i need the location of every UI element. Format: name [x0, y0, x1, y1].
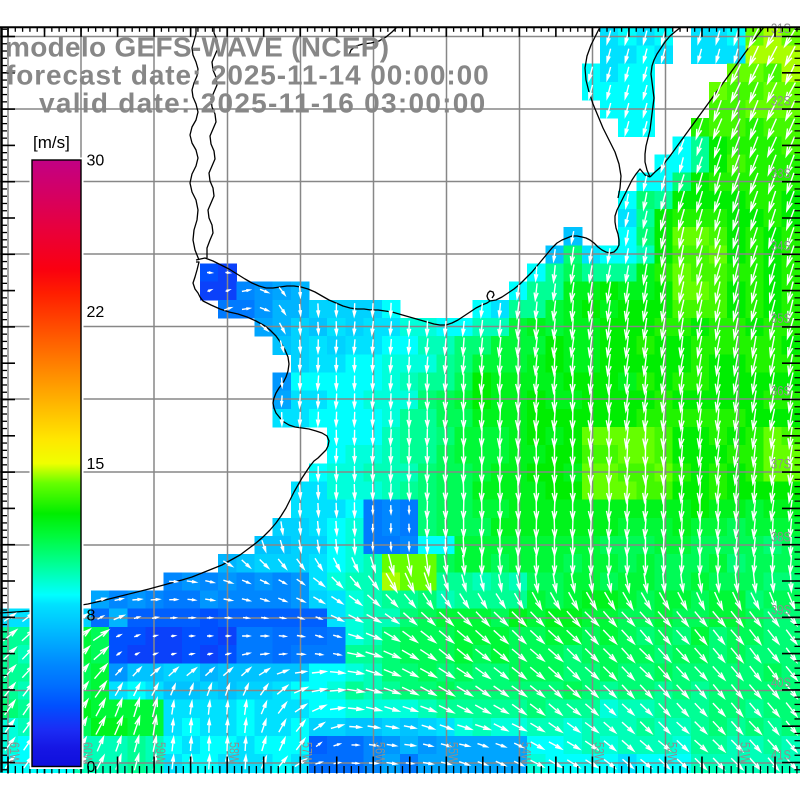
svg-text:36S: 36S [771, 384, 791, 399]
svg-text:55W: 55W [446, 742, 461, 764]
svg-text:52W: 52W [665, 742, 680, 764]
svg-text:37S: 37S [771, 457, 791, 472]
svg-text:30: 30 [87, 153, 105, 170]
svg-text:forecast date: 2025-11-14 00:0: forecast date: 2025-11-14 00:00:00 [6, 60, 490, 91]
svg-text:38S: 38S [771, 530, 791, 545]
svg-text:34S: 34S [771, 239, 791, 254]
svg-text:56W: 56W [373, 742, 388, 764]
svg-text:modelo GEFS-WAVE (NCEP): modelo GEFS-WAVE (NCEP) [5, 32, 389, 63]
svg-text:15: 15 [87, 456, 105, 473]
svg-text:54W: 54W [519, 742, 534, 764]
svg-text:32S: 32S [771, 94, 791, 109]
svg-text:22: 22 [87, 304, 105, 321]
svg-text:58W: 58W [227, 742, 242, 764]
svg-text:35S: 35S [771, 311, 791, 326]
svg-text:57W: 57W [300, 742, 315, 764]
svg-text:[m/s]: [m/s] [33, 133, 70, 152]
svg-text:51W: 51W [738, 742, 753, 764]
svg-text:53W: 53W [592, 742, 607, 764]
svg-text:60W: 60W [80, 742, 95, 764]
svg-text:40S: 40S [771, 675, 791, 690]
svg-text:31S: 31S [771, 21, 791, 36]
svg-text:61W: 61W [7, 742, 22, 764]
svg-text:8: 8 [87, 607, 96, 624]
svg-text:59W: 59W [153, 742, 168, 764]
svg-text:39S: 39S [771, 603, 791, 618]
svg-text:0: 0 [87, 759, 96, 776]
svg-text:41S: 41S [771, 748, 791, 763]
svg-text:33S: 33S [771, 166, 791, 181]
svg-text:valid date: 2025-11-16 03:00:0: valid date: 2025-11-16 03:00:00 [39, 88, 487, 119]
